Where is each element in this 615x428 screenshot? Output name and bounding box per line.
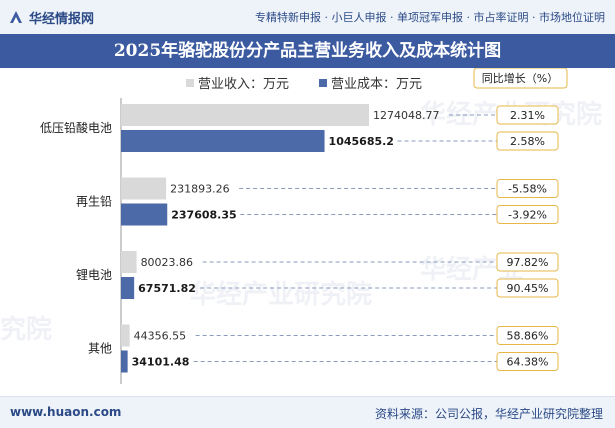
category-label: 低压铅酸电池 [40,120,112,135]
cost-bar [121,130,325,152]
growth-badge [496,326,559,345]
value-labels: 1274048.77 1045685.2 231893.26 237608.35 800… [132,109,440,369]
logo: 华经情报网 [8,7,94,27]
growth-value: 97.82% [507,256,549,269]
bars [121,104,369,373]
bar-chart: 华经产业研究院 华经产业研究院 华经产业 究院 营业收入：万元 营业成本：万元 … [0,68,602,384]
growth-badge [496,179,559,198]
growth-header-box [473,68,568,89]
revenue-value-label: 80023.86 [141,256,194,269]
site-url: www.huaon.com [10,405,122,419]
revenue-bar [121,104,369,126]
growth-header: 同比增长（%） [473,68,568,89]
growth-value: -5.58% [508,183,547,196]
watermark-text: 究院 [0,314,52,345]
cost-bar [121,277,135,299]
legend-cost-swatch [319,79,327,87]
legend: 营业收入：万元 营业成本：万元 [186,77,422,92]
cost-value-label: 237608.35 [171,209,236,222]
watermark-text: 华经产业研究院 [190,279,372,310]
revenue-bar [121,251,137,273]
services-list: 专精特新申报 · 小巨人申报 · 单项冠军申报 · 市占率证明 · 市场地位证明 [255,11,605,24]
growth-value: -3.92% [508,209,547,222]
cost-value-label: 67571.82 [138,282,196,295]
leader-lines [193,114,497,362]
category-label: 锂电池 [76,267,112,282]
cost-bar [121,350,128,373]
growth-badges: 2.31% 2.58% -5.58% -3.92% 97.82% 90.45% 58.86%… [496,105,559,371]
brand-logo-icon [10,11,22,23]
footer-bar: www.huaon.com 资料来源：公司公报，华经产业研究院整理 [0,396,615,428]
brand-name: 华经情报网 [29,11,95,27]
legend-cost-label: 营业成本：万元 [331,77,422,92]
revenue-bar [121,177,167,200]
growth-badge [496,205,559,224]
growth-header-label: 同比增长（%） [482,71,558,85]
growth-value: 90.45% [507,282,549,295]
revenue-value-label: 1274048.77 [373,109,439,122]
category-label: 其他 [88,342,112,356]
category-label: 再生铅 [76,195,112,209]
chart-title: 2025年骆驼股份分产品主营业务收入及成本统计图 [0,34,615,68]
header-bar: 华经情报网 专精特新申报 · 小巨人申报 · 单项冠军申报 · 市占率证明 · … [0,0,615,35]
revenue-value-label: 231893.26 [170,183,230,196]
cost-value-label: 1045685.2 [329,135,394,148]
growth-badge [496,131,559,151]
growth-value: 2.31% [510,109,545,122]
revenue-bar [121,324,130,347]
growth-badge [496,352,559,371]
cost-value-label: 34101.48 [132,356,190,369]
growth-badge [496,252,559,272]
growth-value: 2.58% [510,135,545,148]
legend-revenue-swatch [186,79,194,87]
watermark-group: 华经产业研究院 华经产业研究院 华经产业 究院 [0,99,602,345]
cost-bar [121,203,168,226]
growth-badge [496,105,559,125]
growth-badge [496,278,559,298]
legend-revenue-label: 营业收入：万元 [198,77,289,92]
growth-value: 64.38% [507,356,549,369]
revenue-value-label: 44356.55 [134,330,187,343]
source-note: 资料来源：公司公报，华经产业研究院整理 [374,407,603,421]
growth-value: 58.86% [507,330,549,343]
